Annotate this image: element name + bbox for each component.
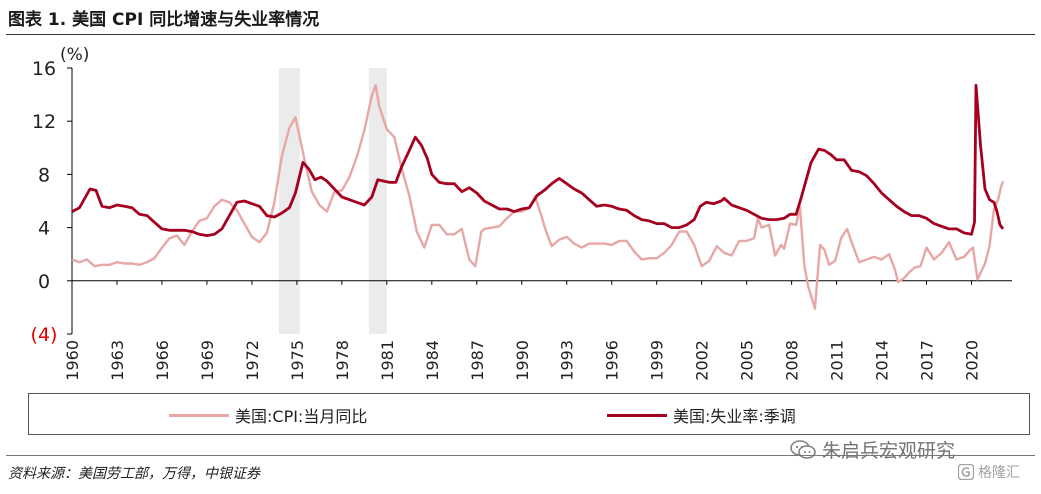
x-tick-label: 1978 [333,340,352,381]
x-tick-label: 1972 [243,340,262,381]
x-tick-label: 1969 [198,340,217,381]
x-tick-label: 1963 [108,340,127,381]
series-line-unemployment [71,83,1005,237]
x-tick-label: 1960 [63,340,82,381]
watermark-account-text: 朱启兵宏观研究 [822,440,956,462]
legend-swatch-unemployment [607,413,667,417]
title-divider [6,34,1035,35]
recession-band-0 [278,68,300,334]
series-layer [71,83,1005,310]
y-tick-label: 16 [32,58,56,80]
watermark-brand: 格隆汇 [958,462,1020,482]
x-tick-label: 1966 [153,340,172,381]
y-tick-label: 4 [38,218,50,240]
x-tick-label: 2002 [693,340,712,381]
x-tick-label: 1981 [378,340,397,381]
legend-swatch-cpi [169,413,229,417]
y-tick-label: 12 [32,111,56,133]
recession-shading-layer [278,68,387,334]
x-tick-label: 1984 [423,340,442,381]
x-tick-label: 2014 [873,340,892,381]
brand-logo-icon [958,464,974,480]
x-tick-label: 1990 [513,340,532,381]
x-tick-label: 1999 [648,340,667,381]
wechat-icon [790,439,816,459]
x-tick-label: 2011 [828,340,847,381]
y-tick-label: 0 [38,271,50,293]
watermark-account: 朱启兵宏观研究 [790,436,955,463]
y-tick-label: 8 [38,164,50,186]
y-tick-label: (4) [31,324,58,346]
source-note: 资料来源：美国劳工部，万得，中银证券 [8,466,260,482]
source-divider [6,455,1035,456]
legend-label-unemployment: 美国:失业率:季调 [673,407,796,426]
x-tick-label: 1996 [603,340,622,381]
legend-label-cpi: 美国:CPI:当月同比 [235,407,368,426]
x-tick-label: 2008 [783,340,802,381]
x-tick-labels: 1960 1963 1966 1969 1972 1975 1978 1981 1984 1987… [63,280,982,381]
legend: 美国:CPI:当月同比 美国:失业率:季调 [28,393,1030,435]
legend-item-unemployment: 美国:失业率:季调 [607,405,796,426]
x-tick-label: 2017 [918,340,937,381]
y-axis-unit-label: (%) [60,45,89,65]
legend-item-cpi: 美国:CPI:当月同比 [169,405,368,426]
y-tick-labels: 16 12 8 4 0 (4) [31,58,72,346]
x-tick-label: 1975 [288,340,307,381]
figure-title: 图表 1. 美国 CPI 同比增速与失业率情况 [8,10,320,30]
x-tick-label: 1993 [558,340,577,381]
watermark-brand-text: 格隆汇 [978,465,1020,481]
x-tick-label: 2020 [963,340,982,381]
x-tick-label: 1987 [468,340,487,381]
recession-band-1 [368,68,387,334]
x-tick-label: 2005 [738,340,757,381]
series-line-cpi [71,84,1005,310]
